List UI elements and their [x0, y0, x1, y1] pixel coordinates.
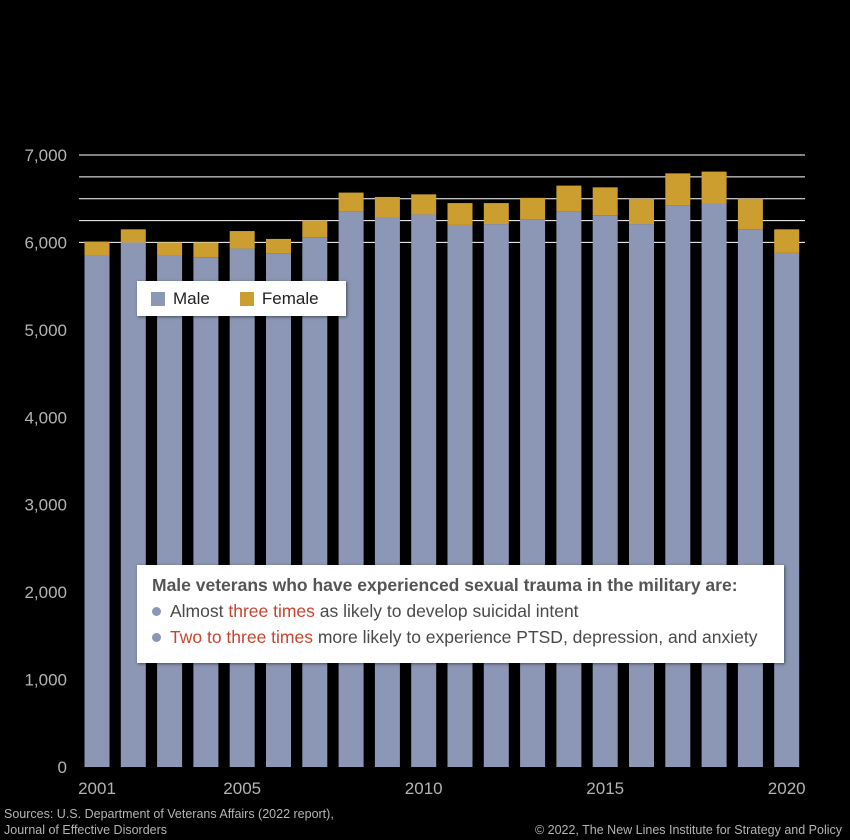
bar-female-2018: [701, 171, 727, 204]
callout-box: Male veterans who have experienced sexua…: [137, 565, 784, 663]
legend: Male Female: [137, 281, 346, 316]
bar-male-2019: [737, 229, 763, 768]
bullet-icon: [152, 607, 161, 616]
x-tick-label: 2010: [405, 779, 443, 798]
y-tick-label: 2,000: [24, 583, 67, 602]
bar-female-2016: [629, 198, 654, 225]
bar-male-2018: [701, 203, 727, 767]
bar-female-2014: [556, 185, 582, 212]
copyright-note: © 2022, The New Lines Institute for Stra…: [534, 823, 842, 837]
bar-female-2010: [411, 194, 437, 215]
bar-female-2001: [84, 241, 110, 256]
bar-female-2005: [229, 231, 255, 249]
x-tick-label: 2015: [586, 779, 624, 798]
bar-male-2014: [556, 211, 582, 768]
bar-female-2019: [737, 198, 763, 230]
source-note: Sources: U.S. Department of Veterans Aff…: [4, 806, 334, 838]
bar-male-2020: [774, 252, 800, 768]
y-tick-label: 3,000: [24, 496, 67, 515]
y-tick-label: 4,000: [24, 408, 67, 427]
callout-point-2-highlight: Two to three times: [170, 627, 313, 647]
bar-male-2015: [592, 215, 618, 768]
source-line-2: Journal of Effective Disorders: [4, 823, 168, 837]
legend-label-male: Male: [173, 288, 210, 308]
bar-male-2001: [84, 255, 110, 768]
bar-female-2015: [592, 187, 618, 216]
gridlines: [79, 154, 805, 243]
y-tick-label: 5,000: [24, 321, 67, 340]
x-tick-label: 2005: [223, 779, 261, 798]
bar-female-2012: [483, 203, 509, 225]
y-tick-label: 0: [58, 758, 67, 777]
bar-female-2004: [193, 242, 219, 258]
legend-swatch-female: [239, 291, 254, 306]
bar-male-2012: [483, 224, 509, 767]
bar-male-2016: [629, 224, 654, 767]
callout-point-2: Two to three times more likely to experi…: [152, 627, 770, 648]
legend-item-female: Female: [239, 288, 319, 309]
callout-point-1-highlight: three times: [228, 601, 315, 621]
legend-label-female: Female: [261, 288, 319, 308]
callout-point-1-pre: Almost: [170, 601, 229, 621]
callout-point-2-post: more likely to experience PTSD, depressi…: [312, 627, 758, 647]
bar-male-2010: [411, 214, 437, 768]
bar-male-2004: [193, 257, 219, 767]
bar-female-2009: [374, 196, 400, 218]
bar-male-2003: [157, 255, 183, 768]
bar-female-2013: [520, 197, 546, 220]
bar-female-2006: [266, 238, 291, 254]
y-tick-label: 1,000: [24, 671, 67, 690]
bar-female-2011: [447, 203, 473, 225]
x-tick-label: 2001: [78, 779, 116, 798]
y-tick-label: 7,000: [24, 146, 67, 165]
callout-point-1-post: as likely to develop suicidal intent: [314, 601, 579, 621]
bar-male-2007: [302, 237, 328, 767]
x-tick-label: 2020: [768, 779, 806, 798]
axis-labels: 0 1,000 2,000 3,000 4,000 5,000 6,000 7,000 2001…: [24, 146, 805, 798]
bar-male-2017: [665, 205, 691, 768]
y-tick-label: 6,000: [24, 233, 67, 252]
bar-female-2008: [338, 192, 364, 212]
bars: [84, 171, 800, 768]
bar-female-2020: [774, 229, 800, 253]
bar-male-2013: [520, 219, 546, 767]
bar-male-2002: [120, 242, 146, 767]
bar-male-2005: [229, 248, 255, 767]
bar-male-2009: [374, 217, 400, 767]
source-line-1: Sources: U.S. Department of Veterans Aff…: [4, 807, 334, 821]
bullet-icon: [152, 633, 161, 642]
bar-female-2002: [120, 229, 146, 243]
callout-title: Male veterans who have experienced sexua…: [152, 575, 738, 595]
legend-item-male: Male: [151, 289, 210, 309]
bar-female-2007: [302, 220, 328, 238]
bar-female-2017: [665, 173, 691, 206]
bar-male-2011: [447, 224, 473, 767]
bar-female-2003: [157, 242, 183, 256]
callout-point-1: Almost three times as likely to develop …: [152, 601, 770, 622]
legend-swatch-male: [151, 291, 165, 306]
bar-male-2006: [266, 253, 291, 767]
